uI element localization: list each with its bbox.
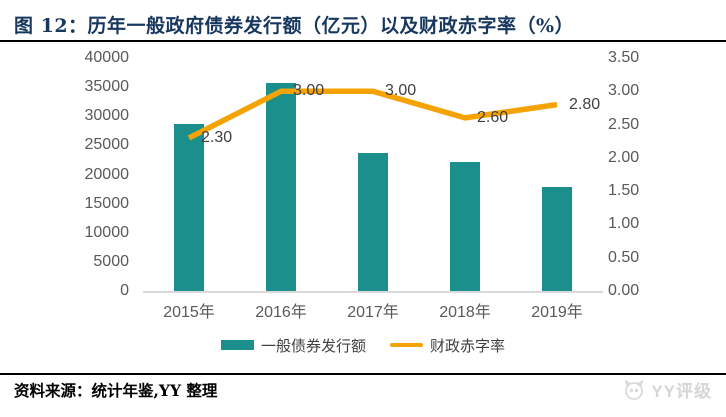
deficit-line <box>187 88 558 141</box>
right-axis: 3.50 3.00 2.50 2.00 1.50 1.00 0.50 0.00 <box>608 49 668 299</box>
footer-divider <box>0 373 726 375</box>
x-axis-label: 2019年 <box>531 304 583 321</box>
line-point-label: 2.80 <box>569 95 601 113</box>
source-note: 资料来源：统计年鉴,YY 整理 <box>14 381 218 400</box>
right-axis-tick: 2.00 <box>608 148 640 166</box>
bar-2019年 <box>542 187 572 291</box>
deficit-line-layer <box>187 88 558 141</box>
right-axis-tick: 0.00 <box>608 282 640 299</box>
left-axis-tick: 35000 <box>84 78 130 96</box>
right-axis-tick: 3.00 <box>608 82 640 100</box>
left-axis: 40000 35000 30000 25000 20000 15000 10000 5000 0 <box>0 49 130 299</box>
title-divider <box>0 40 726 42</box>
legend: 一般债券发行额 财政赤字率 <box>0 334 726 356</box>
line-point-label: 3.00 <box>293 82 325 100</box>
watermark-text: YY评级 <box>651 382 712 401</box>
left-axis-tick: 40000 <box>84 49 130 66</box>
x-axis-labels: 2015年 2016年 2017年 2018年 2019年 <box>143 298 603 322</box>
watermark: YY评级 <box>622 377 712 402</box>
line-point-label: 2.30 <box>201 128 233 146</box>
left-axis-tick: 25000 <box>84 136 130 154</box>
bar-2017年 <box>358 152 388 291</box>
plot-area: 2.30 3.00 3.00 2.60 2.80 <box>143 58 603 293</box>
line-point-label: 3.00 <box>385 82 417 100</box>
legend-line-swatch <box>390 343 423 347</box>
bar-2016年 <box>266 83 296 291</box>
left-axis-tick: 20000 <box>84 165 130 183</box>
left-axis-tick: 15000 <box>84 194 130 212</box>
yy-logo-icon <box>624 379 644 400</box>
legend-item-bar: 一般债券发行额 <box>220 335 366 356</box>
legend-label: 财政赤字率 <box>430 337 506 355</box>
chart-title: 图 12：历年一般政府债券发行额（亿元）以及财政赤字率（%） <box>14 15 575 37</box>
bar-2018年 <box>450 161 480 291</box>
left-axis-tick: 0 <box>120 282 129 299</box>
bar-2015年 <box>174 123 204 291</box>
right-axis-tick: 3.50 <box>608 49 640 66</box>
x-axis-label: 2017年 <box>347 304 399 321</box>
legend-label: 一般债券发行额 <box>260 337 366 355</box>
right-axis-tick: 1.00 <box>608 215 640 233</box>
left-axis-tick: 30000 <box>84 107 130 125</box>
legend-bar-swatch <box>220 340 254 350</box>
x-axis-label: 2016年 <box>255 304 307 321</box>
right-axis-tick: 0.50 <box>608 248 640 266</box>
left-axis-tick: 10000 <box>84 223 130 241</box>
right-axis-tick: 1.50 <box>608 182 640 200</box>
right-axis-tick: 2.50 <box>608 115 640 133</box>
left-axis-tick: 5000 <box>93 252 129 270</box>
x-axis-label: 2015年 <box>163 304 215 321</box>
x-axis-label: 2018年 <box>439 304 491 321</box>
line-point-label: 2.60 <box>477 108 509 126</box>
legend-item-line: 财政赤字率 <box>390 335 505 356</box>
